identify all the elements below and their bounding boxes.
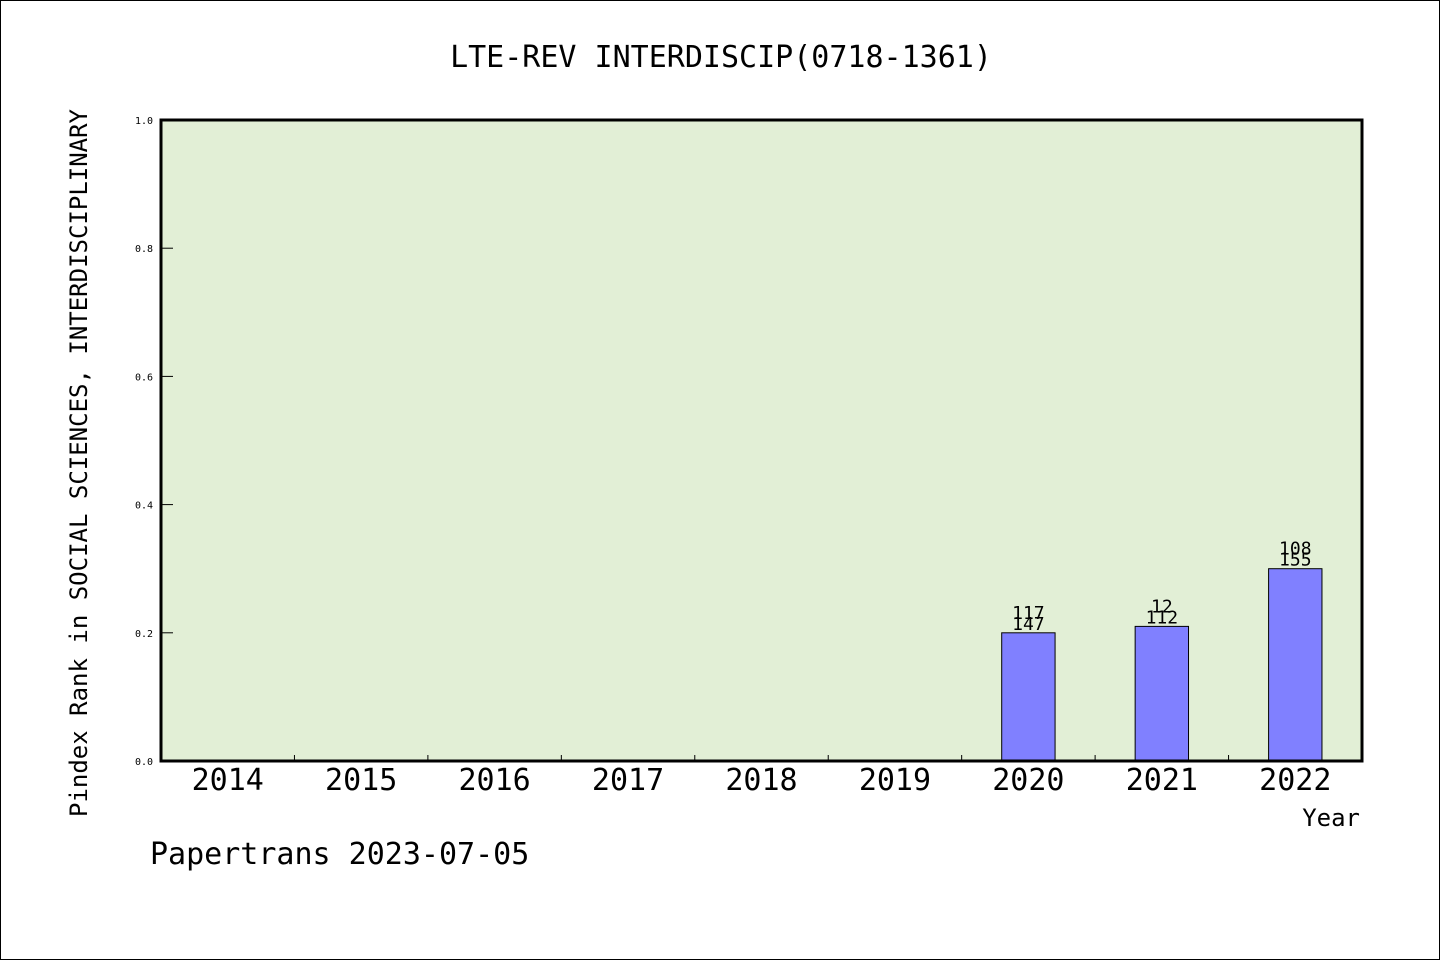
x-category-label: 2022 xyxy=(1259,763,1331,798)
bar-label-top: 12 xyxy=(1151,596,1173,617)
x-category-label: 2020 xyxy=(992,763,1064,798)
x-category-label: 2014 xyxy=(192,763,264,798)
x-axis-label: Year xyxy=(1302,804,1360,832)
footer-text: Papertrans 2023-07-05 xyxy=(150,837,529,872)
x-category-label: 2019 xyxy=(859,763,931,798)
bars xyxy=(1001,568,1323,762)
y-tick-label: 0.6 xyxy=(135,372,153,383)
bar-label-bottom: 147 xyxy=(1012,614,1045,635)
y-tick-label: 0.8 xyxy=(135,244,153,255)
x-axis-categories: 2014 2015 2016 2017 2018 2019 2020 2021 2022 xyxy=(192,763,1332,798)
x-category-label: 2017 xyxy=(592,763,664,798)
y-tick-label: 0.0 xyxy=(135,757,153,768)
y-tick-label: 0.2 xyxy=(135,629,153,640)
bar-label-bottom: 155 xyxy=(1279,550,1312,571)
x-category-label: 2021 xyxy=(1126,763,1198,798)
bar-label-top: 108 xyxy=(1279,539,1312,560)
chart-title: LTE-REV INTERDISCIP(0718-1361) xyxy=(450,40,992,75)
bar-2020 xyxy=(1001,632,1056,762)
y-axis-label: Pindex Rank in SOCIAL SCIENCES, INTERDIS… xyxy=(65,108,93,817)
y-tick-label: 1.0 xyxy=(135,116,153,127)
x-category-label: 2016 xyxy=(458,763,530,798)
bar-label-top: 117 xyxy=(1012,603,1045,624)
bar-label-bottom: 112 xyxy=(1146,607,1179,628)
plot-frame xyxy=(159,118,1364,763)
bar-2022 xyxy=(1268,568,1323,762)
y-tick-label: 0.4 xyxy=(135,501,153,512)
x-category-label: 2015 xyxy=(325,763,397,798)
x-category-label: 2018 xyxy=(725,763,797,798)
bar-2021 xyxy=(1134,625,1190,762)
